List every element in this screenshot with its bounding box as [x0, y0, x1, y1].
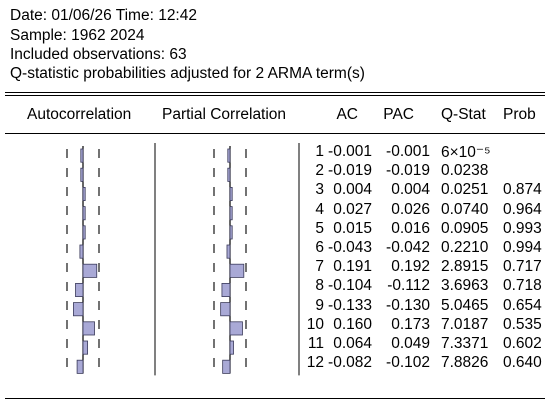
partial-correlation-bar-lag-1	[227, 148, 231, 163]
row-prob: 0.654	[503, 296, 542, 314]
row-pac: -0.112	[387, 277, 430, 295]
partial-correlation-bar-lag-4	[229, 206, 233, 221]
row-ac: -0.019	[328, 162, 372, 180]
partial-correlation-bar-lag-12	[222, 359, 231, 374]
table-top-rule	[5, 92, 545, 93]
row-prob: 0.874	[503, 181, 542, 199]
row-q: 6×10⁻⁵	[441, 144, 491, 161]
row-ac: 0.027	[333, 200, 372, 218]
row-prob: 0.535	[503, 315, 542, 333]
row-prob: 0.640	[503, 354, 542, 372]
row-ac: -0.133	[328, 296, 372, 314]
autocorrelation-header: Autocorrelation	[27, 106, 132, 123]
row-lag: 4	[315, 200, 324, 218]
row-pac: 0.049	[391, 335, 430, 352]
qstat-header: Q-Stat	[441, 106, 486, 123]
row-lag: 9	[315, 296, 324, 314]
row-prob: 0.994	[503, 239, 542, 256]
row-lag: 8	[315, 277, 324, 295]
row-q: 7.0187	[441, 315, 489, 333]
row-q: 7.8826	[441, 354, 489, 372]
partial-correlation-bar-lag-7	[229, 263, 245, 278]
row-ac: 0.191	[333, 258, 372, 276]
partial-correlation-bar-lag-5	[229, 225, 233, 240]
row-pac: -0.001	[386, 143, 430, 160]
partial-correlation-bar-lag-2	[227, 167, 231, 182]
row-q: 0.2210	[441, 239, 489, 256]
row-q: 0.0740	[441, 200, 489, 218]
row-lag: 6	[315, 239, 324, 256]
partial-correlation-bar-lag-6	[226, 244, 231, 259]
autocorrelation-bar-lag-4	[82, 206, 86, 221]
row-q: 0.0905	[441, 219, 489, 237]
observations-line: Included observations: 63	[10, 46, 187, 63]
row-q: 7.3371	[441, 335, 489, 352]
autocorrelation-bar-lag-11	[82, 340, 89, 355]
row-ac: 0.160	[333, 315, 372, 333]
pac-header: PAC	[383, 106, 414, 123]
table-top-rule-double	[5, 95, 545, 96]
partial-correlation-bar-lag-10	[229, 321, 243, 336]
adjustment-note: Q-statistic probabilities adjusted for 2…	[10, 65, 365, 82]
table-bottom-rule	[5, 398, 545, 399]
autocorrelation-bar-lag-1	[80, 148, 84, 163]
autocorrelation-bar-lag-12	[76, 359, 84, 374]
row-pac: -0.042	[386, 239, 430, 256]
row-q: 5.0465	[441, 296, 489, 314]
row-pac: -0.130	[386, 296, 430, 314]
row-ac: -0.001	[328, 143, 372, 160]
row-lag: 11	[307, 335, 324, 352]
autocorrelation-bar-lag-10	[82, 321, 95, 336]
row-lag: 3	[315, 181, 324, 199]
partial-correlation-bar-lag-3	[229, 186, 233, 201]
date-time-line: Date: 01/06/26 Time: 12:42	[10, 7, 197, 24]
partial-correlation-bar-lag-11	[229, 340, 234, 355]
row-pac: 0.004	[391, 181, 430, 199]
row-ac: 0.064	[333, 335, 372, 352]
partial-correlation-bar-lag-9	[220, 302, 231, 317]
row-ac: -0.104	[328, 277, 372, 295]
row-pac: 0.192	[391, 258, 430, 276]
row-q: 0.0238	[441, 162, 489, 180]
ac-header: AC	[336, 106, 358, 123]
row-pac: -0.019	[386, 162, 430, 180]
header-rule	[5, 133, 545, 134]
row-ac: 0.004	[333, 181, 372, 199]
row-prob: 0.718	[503, 277, 542, 295]
row-lag: 7	[315, 258, 324, 276]
row-prob: 0.964	[503, 200, 542, 218]
autocorrelation-bar-lag-7	[82, 263, 98, 278]
autocorrelation-bar-lag-8	[75, 282, 84, 297]
row-prob: 0.602	[503, 335, 542, 352]
autocorrelation-bar-lag-2	[80, 167, 84, 182]
row-pac: 0.016	[391, 219, 430, 237]
partial-correlation-bar-lag-8	[221, 282, 231, 297]
row-q: 0.0251	[441, 181, 489, 199]
autocorrelation-bar-lag-6	[79, 244, 84, 259]
autocorrelation-bar-lag-5	[82, 225, 86, 240]
row-pac: -0.102	[386, 354, 430, 372]
sample-line: Sample: 1962 2024	[10, 27, 145, 44]
autocorrelation-bar-lag-9	[73, 302, 84, 317]
row-ac: -0.082	[328, 354, 372, 372]
row-lag: 2	[315, 162, 324, 180]
prob-header: Prob	[503, 106, 536, 123]
row-q: 3.6963	[441, 277, 489, 295]
row-lag: 1	[315, 143, 324, 160]
row-lag: 12	[306, 354, 324, 372]
row-ac: -0.043	[328, 239, 372, 256]
row-ac: 0.015	[333, 219, 372, 237]
row-lag: 10	[306, 315, 324, 333]
row-q: 2.8915	[441, 258, 489, 276]
row-lag: 5	[315, 219, 324, 237]
row-prob: 0.993	[503, 219, 542, 237]
partial-correlation-header: Partial Correlation	[162, 106, 287, 123]
row-prob: 0.717	[503, 258, 542, 276]
row-pac: 0.173	[391, 315, 430, 333]
row-pac: 0.026	[391, 200, 430, 218]
autocorrelation-bar-lag-3	[82, 186, 86, 201]
